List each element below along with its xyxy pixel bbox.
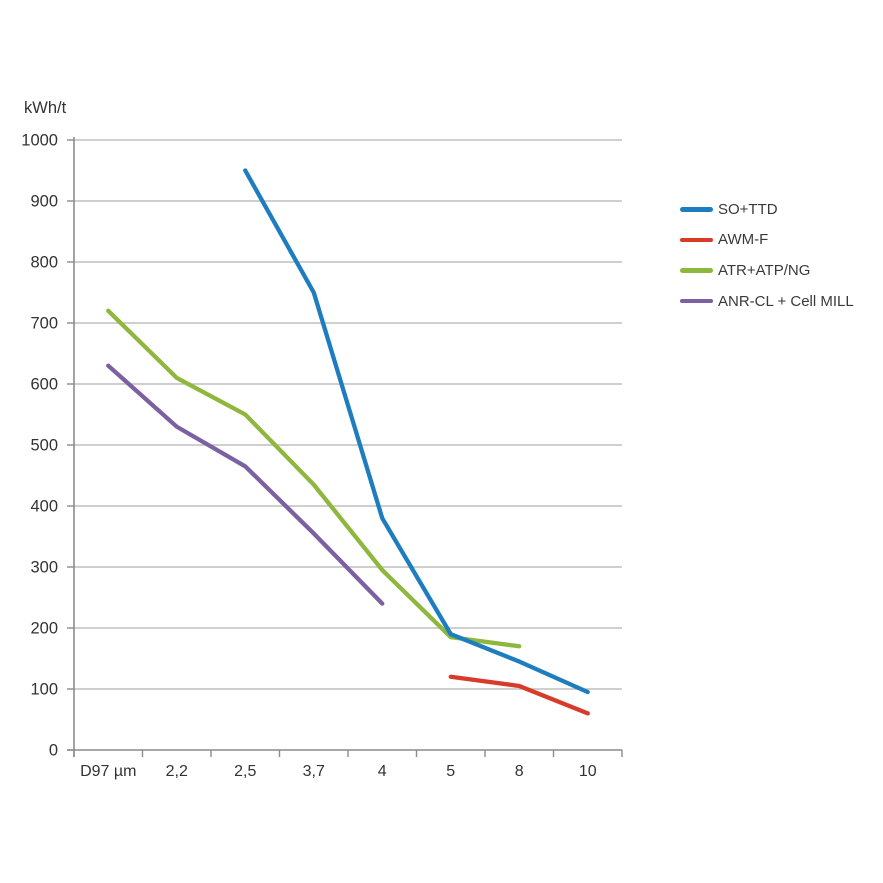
x-tick-label: 5 xyxy=(446,763,455,780)
y-tick-label: 800 xyxy=(30,254,58,272)
legend-label: ATR+ATP/NG xyxy=(718,261,811,279)
y-tick-label: 1000 xyxy=(21,132,58,150)
series-line-so-ttd xyxy=(243,168,590,695)
legend-item-awm-f: AWM-F xyxy=(680,225,854,256)
legend-label: SO+TTD xyxy=(718,200,778,218)
legend-label: AWM-F xyxy=(718,231,769,249)
x-tick-label: D97 µm xyxy=(80,763,136,780)
y-axis-title: kWh/t xyxy=(24,99,67,117)
x-tick-label: 4 xyxy=(378,763,387,780)
series-line-atr-atp-ng xyxy=(106,308,522,649)
x-tick-label: 2,5 xyxy=(234,763,256,780)
y-tick-label: 700 xyxy=(30,315,58,333)
y-tick-label: 0 xyxy=(49,742,58,760)
legend-item-atr-atp-ng: ATR+ATP/NG xyxy=(680,255,854,286)
series-line-awm-f xyxy=(448,674,590,716)
legend-label: ANR-CL + Cell MILL xyxy=(718,292,854,310)
y-tick-label: 100 xyxy=(30,681,58,699)
y-tick-label: 600 xyxy=(30,376,58,394)
series-line-anr-cl-cell-mill xyxy=(106,363,385,606)
y-tick-label: 500 xyxy=(30,437,58,455)
y-tick-label: 900 xyxy=(30,193,58,211)
y-tick-label: 400 xyxy=(30,498,58,516)
y-tick-label: 300 xyxy=(30,559,58,577)
legend: SO+TTD AWM-F ATR+ATP/NG ANR-CL + Cell MILL xyxy=(680,194,854,316)
legend-swatch-icon xyxy=(680,237,713,243)
x-tick-label: 2,2 xyxy=(166,763,188,780)
legend-item-so-ttd: SO+TTD xyxy=(680,194,854,225)
legend-swatch-icon xyxy=(680,207,713,212)
legend-swatch-icon xyxy=(680,268,713,273)
y-tick-label: 200 xyxy=(30,620,58,638)
legend-item-anr-cl-cell-mill: ANR-CL + Cell MILL xyxy=(680,286,854,317)
legend-swatch-icon xyxy=(680,298,713,304)
x-tick-label: 3,7 xyxy=(303,763,325,780)
x-tick-label: 8 xyxy=(515,763,524,780)
x-tick-label: 10 xyxy=(579,763,597,780)
